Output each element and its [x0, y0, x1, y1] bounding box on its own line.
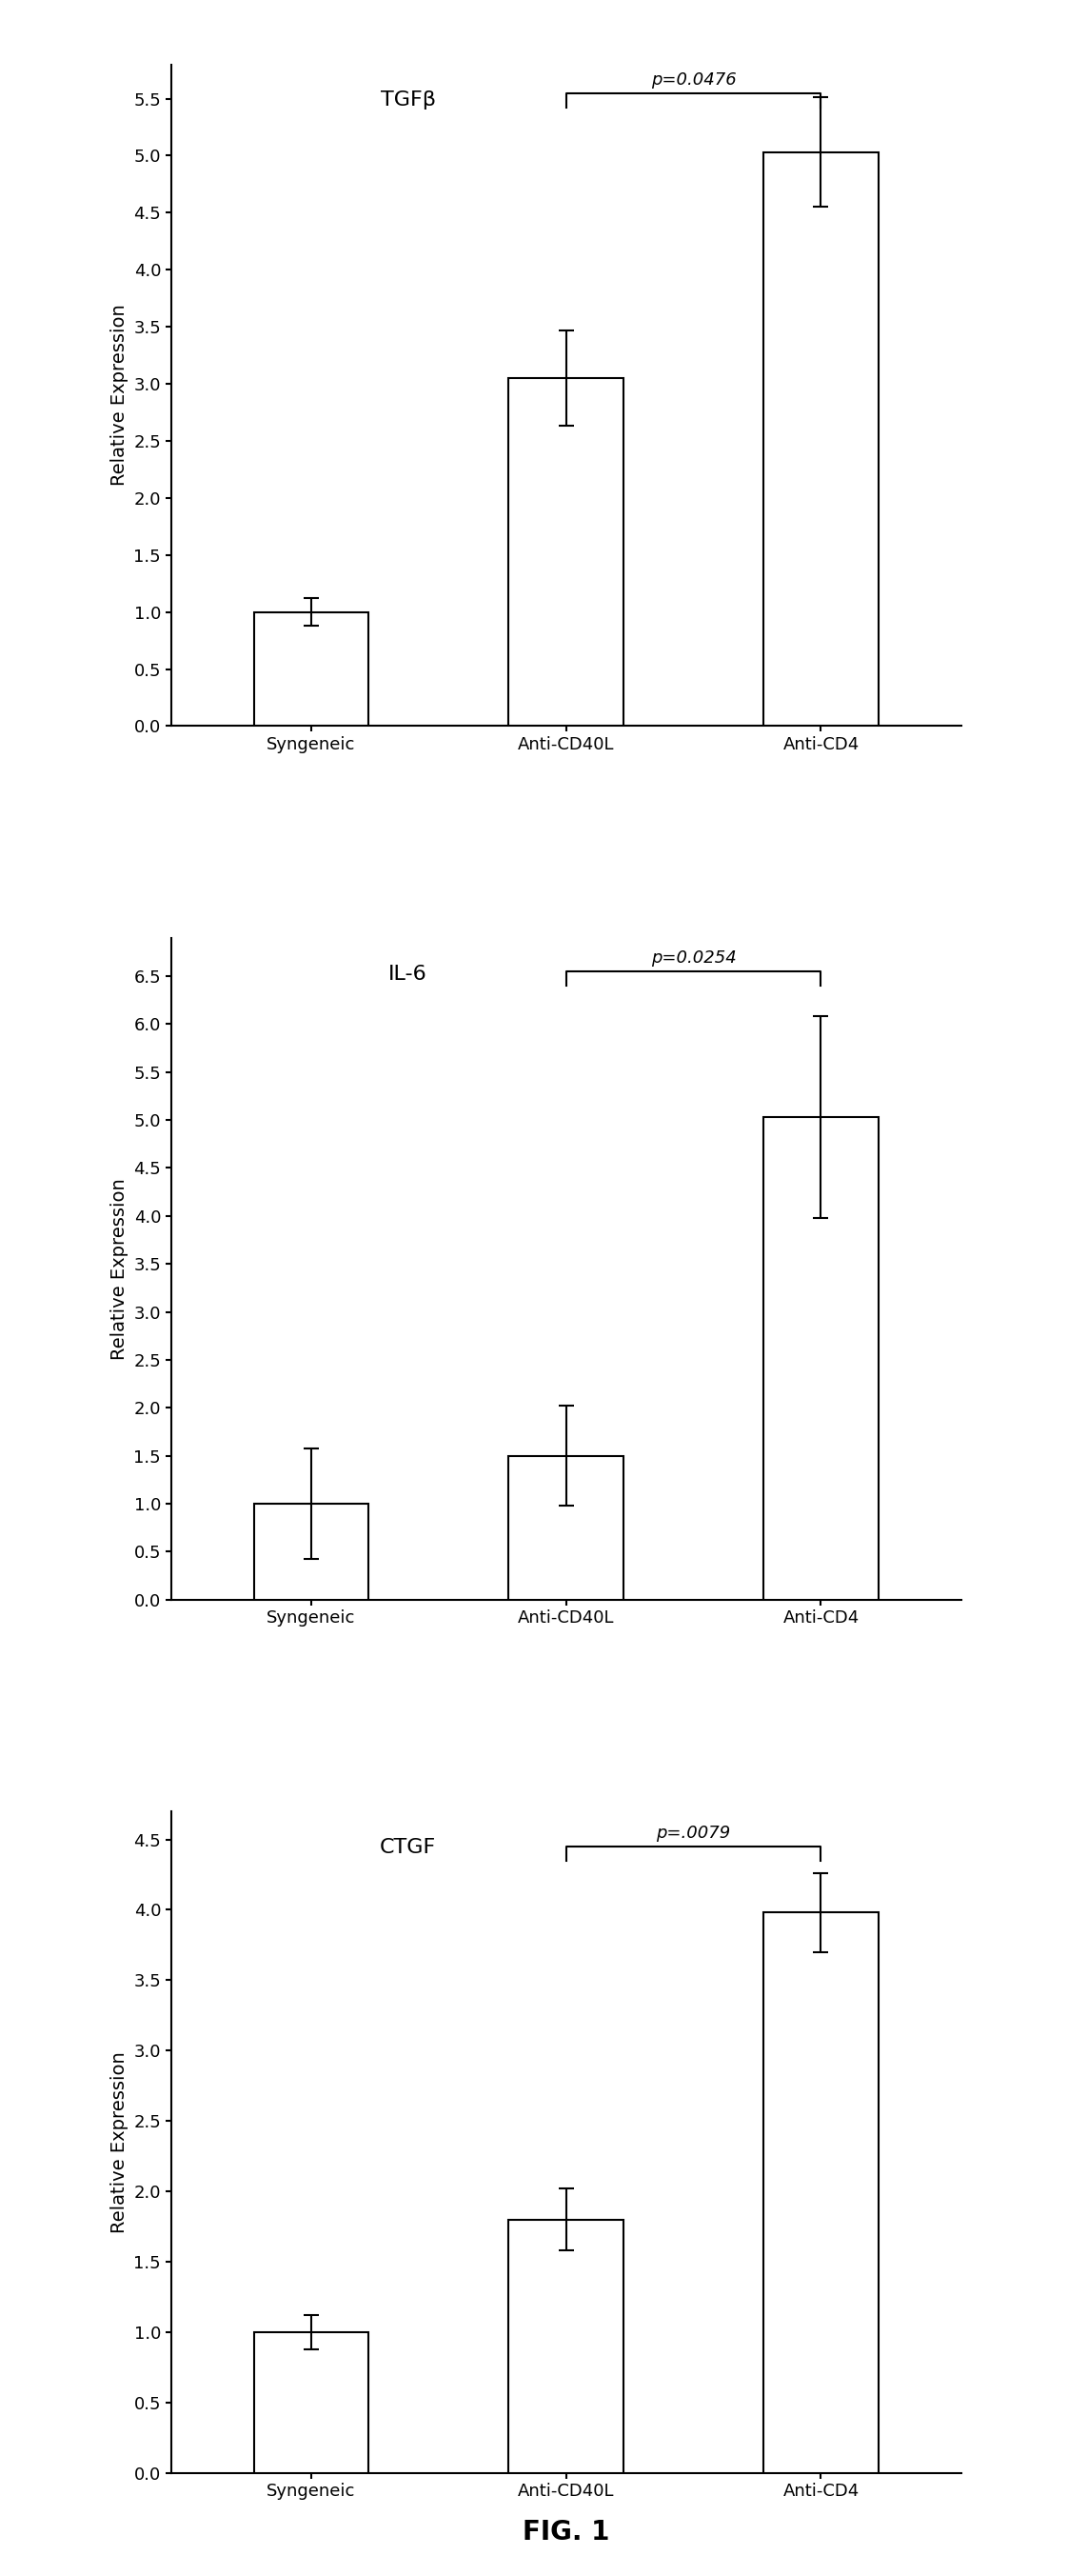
Bar	[508, 379, 624, 726]
Bar	[764, 152, 878, 726]
Text: p=0.0476: p=0.0476	[650, 72, 736, 88]
Bar	[764, 1911, 878, 2473]
Bar	[508, 2221, 624, 2473]
Bar	[508, 1455, 624, 1600]
Text: IL-6: IL-6	[389, 963, 427, 984]
Bar	[764, 1118, 878, 1600]
Bar	[254, 613, 368, 726]
Text: p=0.0254: p=0.0254	[650, 951, 736, 966]
Bar	[254, 1504, 368, 1600]
Text: CTGF: CTGF	[380, 1837, 436, 1857]
Y-axis label: Relative Expression: Relative Expression	[110, 1177, 128, 1360]
Text: p=.0079: p=.0079	[656, 1824, 731, 1842]
Y-axis label: Relative Expression: Relative Expression	[110, 2050, 128, 2233]
Text: TGFβ: TGFβ	[380, 90, 436, 111]
Bar	[254, 2331, 368, 2473]
Y-axis label: Relative Expression: Relative Expression	[110, 304, 128, 487]
Text: FIG. 1: FIG. 1	[522, 2519, 610, 2545]
